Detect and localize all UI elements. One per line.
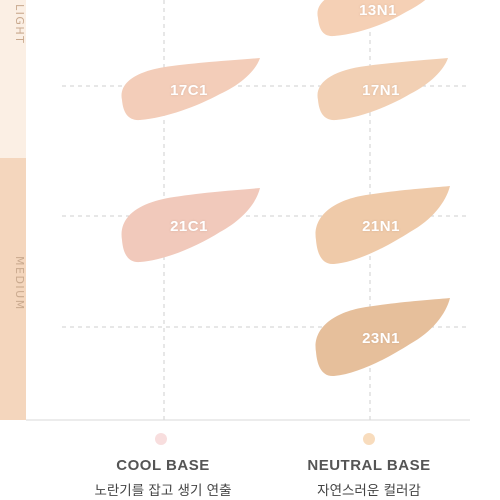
swatch-17c1-label: 17C1 bbox=[170, 81, 208, 99]
swatch-21n1-label: 21N1 bbox=[362, 217, 400, 235]
cool-base-dot bbox=[155, 433, 167, 445]
neutral-base-subtitle: 자연스러운 컬러감 bbox=[317, 483, 421, 499]
swatch-23n1-label: 23N1 bbox=[362, 329, 400, 347]
swatch-21n1: 21N1 bbox=[308, 184, 454, 268]
swatch-17c1-smear bbox=[121, 58, 261, 121]
swatch-17n1-smear bbox=[317, 58, 448, 121]
swatch-17n1-label: 17N1 bbox=[362, 81, 400, 99]
swatch-21c1-label: 21C1 bbox=[170, 217, 208, 235]
light-tone-bar: LIGHT bbox=[0, 0, 26, 158]
swatch-13n1: 13N1 bbox=[310, 0, 446, 42]
swatch-13n1-smear bbox=[317, 0, 426, 37]
swatch-21c1: 21C1 bbox=[114, 186, 264, 266]
swatch-17c1: 17C1 bbox=[114, 56, 264, 124]
swatch-23n1-smear bbox=[315, 298, 450, 377]
swatch-17n1: 17N1 bbox=[310, 56, 452, 124]
cool-base-title: COOL BASE bbox=[116, 457, 210, 474]
cool-base-subtitle: 노란기를 잡고 생기 연출 bbox=[94, 483, 232, 499]
medium-tone-bar: MEDIUM bbox=[0, 158, 26, 420]
swatch-21n1-smear bbox=[315, 186, 450, 265]
swatch-13n1-label: 13N1 bbox=[359, 1, 397, 19]
swatch-21c1-smear bbox=[121, 188, 260, 263]
light-label: LIGHT bbox=[13, 4, 26, 45]
neutral-base-title: NEUTRAL BASE bbox=[307, 457, 431, 474]
medium-label: MEDIUM bbox=[13, 256, 26, 311]
neutral-base-dot bbox=[363, 433, 375, 445]
swatch-23n1: 23N1 bbox=[308, 296, 454, 380]
